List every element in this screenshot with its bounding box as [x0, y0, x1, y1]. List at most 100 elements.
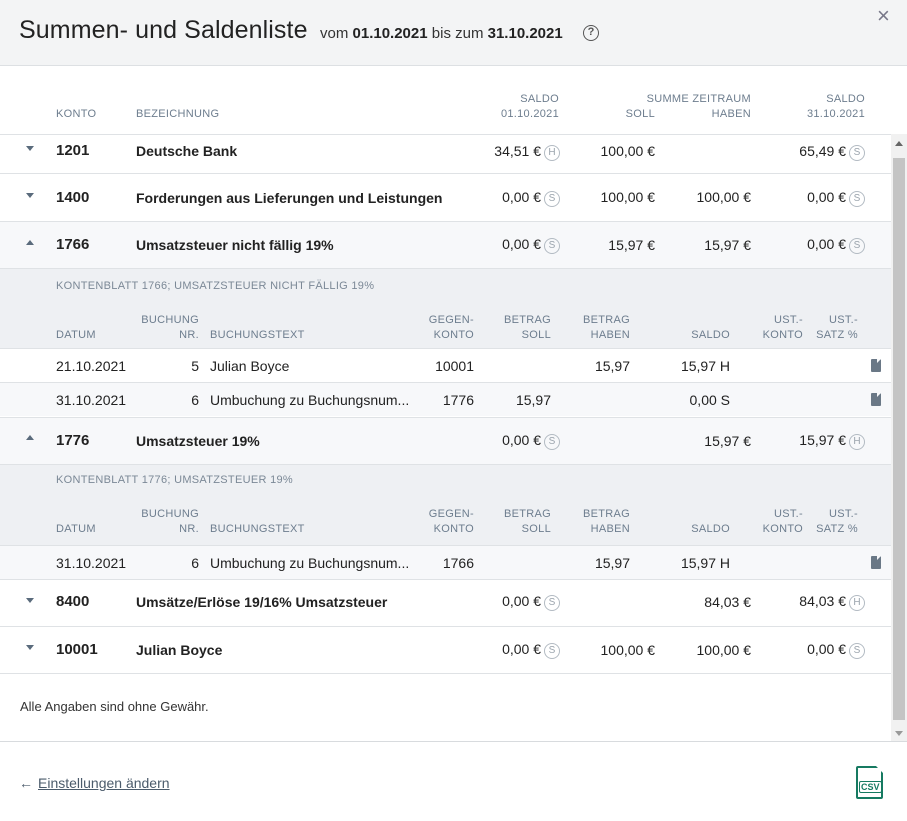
col-ust-konto: UST.-	[774, 508, 803, 520]
col-buchung-nr: NR.	[179, 523, 199, 535]
account-row-expanded[interactable]: 1766 Umsatzsteuer nicht fällig 19% 0,00 …	[0, 222, 891, 268]
divider	[0, 673, 891, 674]
ledger-header: KONTENBLATT 1766; UMSATZSTEUER NICHT FÄL…	[0, 269, 891, 349]
saldo-end: 0,00 € S	[725, 236, 865, 254]
pdf-icon[interactable]	[871, 556, 881, 569]
booking-nr: 6	[191, 392, 199, 408]
col-datum: DATUM	[56, 523, 96, 535]
col-haben: HABEN	[711, 108, 751, 120]
divider	[0, 221, 891, 222]
booking-date: 31.10.2021	[56, 555, 127, 571]
account-number: 1201	[56, 142, 90, 159]
col-betrag-haben: BETRAG	[582, 508, 630, 520]
col-saldo-start-l1: SALDO	[520, 93, 559, 105]
soll-indicator-icon: S	[544, 238, 560, 254]
divider	[0, 417, 891, 418]
account-row[interactable]: Umsätze/Erlöse 19/16% Umsatzsteuer 8400 …	[0, 580, 891, 626]
booking-date: 31.10.2021	[56, 392, 127, 408]
vertical-scrollbar[interactable]	[891, 134, 907, 741]
haben-indicator-icon: H	[544, 145, 560, 161]
booking-gegenkonto: 1766	[442, 555, 474, 571]
help-icon[interactable]: ?	[583, 25, 599, 41]
col-betrag-haben-l2: HABEN	[590, 329, 630, 341]
col-buchungstext: BUCHUNGSTEXT	[210, 329, 305, 341]
col-betrag-soll: BETRAG	[503, 314, 551, 326]
col-ust-satz: UST.-	[829, 314, 858, 326]
account-row-expanded[interactable]: 1776 Umsatzsteuer 19% 0,00 € S 15,97 € 15…	[0, 418, 891, 464]
range-prefix: vom	[320, 25, 349, 42]
saldo-start: 0,00 € S	[420, 189, 560, 207]
divider	[0, 134, 891, 135]
account-number: 8400	[56, 593, 90, 610]
page-title: Summen- und Saldenliste	[19, 16, 308, 44]
account-name: Umsatzsteuer nicht fällig 19%	[136, 237, 334, 253]
account-row[interactable]: 1400 Forderungen aus Lieferungen und Lei…	[0, 174, 891, 221]
chevron-down-icon[interactable]	[26, 146, 34, 151]
booking-nr: 5	[191, 358, 199, 374]
summe-soll: 100,00 €	[600, 189, 656, 205]
booking-text: Umbuchung zu Buchungsnum...	[210, 555, 410, 571]
account-name: Julian Boyce	[136, 642, 223, 658]
pdf-icon[interactable]	[871, 393, 881, 406]
col-gegenkonto: KONTO	[433, 329, 474, 341]
booking-text: Julian Boyce	[210, 358, 290, 374]
booking-nr: 6	[191, 555, 199, 571]
close-icon[interactable]: ×	[877, 3, 890, 28]
chevron-up-icon[interactable]	[26, 240, 34, 245]
account-name: Umsatzsteuer 19%	[136, 433, 260, 449]
chevron-down-icon[interactable]	[26, 598, 34, 603]
scroll-up-icon[interactable]	[895, 141, 903, 146]
col-ust-konto: UST.-	[774, 314, 803, 326]
col-ust-satz-l2: SATZ %	[816, 523, 858, 535]
ledger-header: KONTENBLATT 1776; UMSATZSTEUER 19% DATUM…	[0, 465, 891, 545]
col-buchung: BUCHUNG	[141, 314, 199, 326]
saldo-end: 0,00 € S	[725, 189, 865, 207]
col-gegenkonto: KONTO	[433, 523, 474, 535]
account-name: Umsätze/Erlöse 19/16% Umsatzsteuer	[136, 594, 388, 610]
col-betrag-haben: BETRAG	[582, 314, 630, 326]
chevron-up-icon[interactable]	[26, 435, 34, 440]
soll-indicator-icon: S	[849, 643, 865, 659]
soll-indicator-icon: S	[849, 238, 865, 254]
booking-row[interactable]: 31.10.2021 6 Umbuchung zu Buchungsnum...…	[0, 545, 891, 579]
booking-gegenkonto: 10001	[435, 358, 474, 374]
col-bezeichnung: BEZEICHNUNG	[136, 108, 220, 120]
table-scroll-area[interactable]: KONTO BEZEICHNUNG SALDO 01.10.2021 SUMME…	[0, 66, 907, 741]
account-number: 1776	[56, 432, 90, 449]
col-datum: DATUM	[56, 329, 96, 341]
col-gegen: GEGEN-	[428, 314, 474, 326]
chevron-down-icon[interactable]	[26, 193, 34, 198]
csv-label: CSV	[859, 781, 882, 793]
divider	[0, 626, 891, 627]
summe-soll: 100,00 €	[600, 642, 656, 658]
col-soll: SOLL	[625, 108, 655, 120]
booking-row[interactable]: 21.10.2021 5 Julian Boyce 10001 15,97 15…	[0, 348, 891, 382]
summe-soll: 15,97 €	[608, 237, 655, 253]
col-saldo: SALDO	[691, 523, 730, 535]
col-betrag-haben-l2: HABEN	[590, 523, 630, 535]
soll-indicator-icon: S	[849, 191, 865, 207]
col-ust-konto-l2: KONTO	[762, 329, 803, 341]
col-buchung: BUCHUNG	[141, 508, 199, 520]
booking-gegenkonto: 1776	[442, 392, 474, 408]
saldo-end: 0,00 € S	[725, 641, 865, 659]
pdf-icon[interactable]	[871, 359, 881, 372]
chevron-down-icon[interactable]	[26, 645, 34, 650]
haben-indicator-icon: H	[849, 595, 865, 611]
csv-export-icon[interactable]: CSV	[856, 765, 884, 799]
saldo-start: 0,00 € S	[420, 236, 560, 254]
account-row[interactable]: 10001 Julian Boyce 0,00 € S 100,00 € 100,…	[0, 627, 891, 673]
soll-indicator-icon: S	[849, 145, 865, 161]
divider	[0, 268, 891, 269]
account-name: Forderungen aus Lieferungen und Leistung…	[136, 190, 443, 206]
summe-haben: 84,03 €	[704, 594, 751, 610]
summe-soll: 100,00 €	[600, 143, 656, 159]
booking-row[interactable]: 31.10.2021 6 Umbuchung zu Buchungsnum...…	[0, 382, 891, 416]
scrollbar-thumb[interactable]	[893, 158, 905, 720]
col-saldo: SALDO	[691, 329, 730, 341]
date-from: 01.10.2021	[352, 25, 428, 42]
settings-link[interactable]: ← Einstellungen ändern	[19, 775, 170, 791]
account-row[interactable]: 1201 Deutsche Bank 34,51 € H 100,00 € 65,…	[0, 135, 891, 173]
scroll-down-icon[interactable]	[895, 731, 903, 736]
col-betrag-soll: BETRAG	[503, 508, 551, 520]
